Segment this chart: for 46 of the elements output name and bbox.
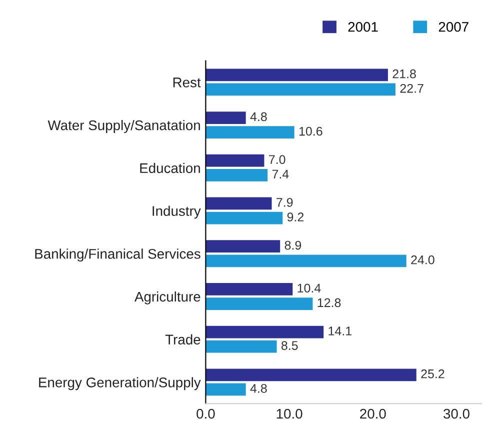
y-tick-label: Agriculture	[134, 291, 200, 304]
bar	[206, 212, 283, 224]
y-tick-label: Trade	[165, 334, 200, 345]
data-label: 10.4	[298, 284, 321, 293]
y-tick-label: Industry	[152, 206, 201, 219]
bar	[206, 283, 293, 296]
y-tick-label: Education	[140, 162, 200, 174]
data-label: 9.2	[287, 212, 304, 222]
data-label: 4.8	[250, 384, 267, 393]
bar	[206, 326, 324, 338]
data-label: 12.8	[318, 298, 341, 308]
y-tick-label: Water Supply/Sanatation	[48, 120, 200, 133]
x-tick-label: 10.0	[276, 408, 302, 419]
legend-label: 2007	[438, 22, 468, 32]
bar	[206, 197, 272, 210]
data-label: 24.0	[411, 255, 434, 264]
data-label: 7.9	[276, 198, 293, 207]
data-label: 21.8	[392, 69, 416, 78]
bar	[206, 126, 294, 139]
bar	[206, 368, 416, 382]
bar	[206, 168, 268, 182]
data-label: 25.2	[421, 369, 444, 378]
data-label: 7.0	[269, 155, 286, 164]
x-tick-label: 30.0	[444, 408, 470, 419]
data-label: 4.8	[250, 112, 267, 122]
data-label: 8.9	[284, 240, 302, 250]
bar	[206, 383, 246, 396]
x-tick-label: 0.0	[196, 408, 215, 419]
bar	[206, 240, 280, 253]
bar	[206, 68, 388, 82]
data-label: 14.1	[328, 326, 352, 336]
bar	[206, 340, 277, 353]
bar	[206, 254, 406, 268]
data-label: 7.4	[272, 170, 289, 178]
bar	[206, 83, 396, 96]
bar	[206, 112, 246, 124]
data-label: 8.5	[281, 341, 298, 350]
data-label: 10.6	[299, 126, 322, 136]
legend-label: 2001	[348, 22, 378, 32]
y-tick-label: Banking/Finanical Services	[35, 248, 200, 262]
data-label: 22.7	[400, 84, 424, 93]
bar	[206, 154, 264, 167]
bar	[206, 298, 313, 310]
y-tick-label: Rest	[173, 78, 201, 88]
x-tick-label: 20.0	[360, 408, 386, 419]
y-tick-label: Energy Generation/Supply	[39, 377, 201, 390]
